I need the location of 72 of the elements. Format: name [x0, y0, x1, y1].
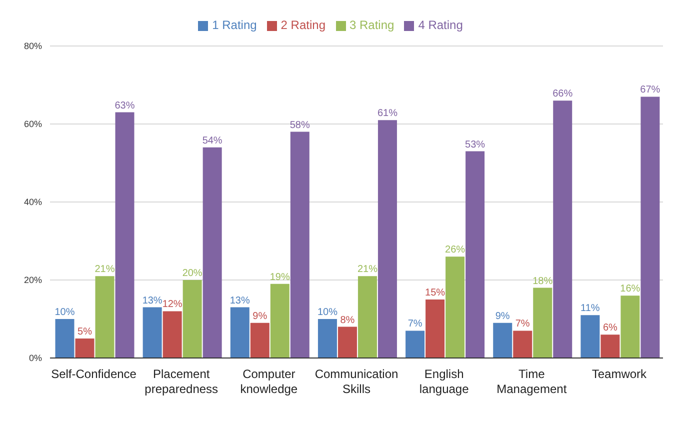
- y-tick-label: 80%: [24, 41, 42, 52]
- bar: [95, 276, 114, 358]
- bar: [290, 132, 310, 358]
- data-label: 13%: [142, 295, 162, 306]
- bar: [358, 276, 377, 358]
- bar: [378, 120, 397, 358]
- data-label: 20%: [182, 268, 202, 279]
- legend-label: 4 Rating: [418, 18, 463, 32]
- data-label: 8%: [340, 314, 355, 326]
- data-label: 10%: [317, 307, 338, 318]
- y-tick-label: 20%: [24, 275, 42, 286]
- x-tick-label: English language: [419, 367, 470, 396]
- bar: [162, 311, 182, 358]
- x-tick-label: Computer knowledge: [240, 367, 298, 396]
- y-tick-label: 40%: [24, 197, 42, 208]
- y-tick-label: 60%: [24, 119, 42, 130]
- data-label: 11%: [580, 303, 600, 314]
- data-label: 12%: [162, 299, 182, 310]
- bar: [250, 322, 270, 358]
- data-label: 61%: [377, 108, 398, 120]
- legend-label: 2 Rating: [280, 18, 326, 32]
- bar: [55, 319, 74, 358]
- bar: [533, 288, 552, 358]
- legend-label: 1 Rating: [212, 18, 257, 32]
- data-label: 66%: [552, 88, 573, 100]
- data-label: 18%: [532, 276, 553, 287]
- data-label: 13%: [230, 295, 250, 306]
- data-label: 53%: [465, 139, 486, 150]
- bar: [202, 147, 222, 358]
- data-label: 5%: [78, 326, 92, 338]
- x-tick-label: Communication Skills: [314, 367, 398, 396]
- bar: [75, 338, 94, 358]
- bar: [406, 330, 425, 358]
- bar: [338, 326, 357, 358]
- x-tick-label: Placement preparedness: [144, 367, 218, 396]
- x-tick-label: Time Management: [496, 367, 568, 396]
- bar: [513, 330, 532, 358]
- bar: [620, 296, 640, 358]
- data-label: 58%: [290, 120, 310, 131]
- bar: [466, 151, 485, 358]
- bar: [230, 307, 250, 358]
- legend-label: 3 Rating: [350, 18, 394, 32]
- data-label: 21%: [94, 264, 115, 276]
- data-label: 67%: [640, 84, 660, 96]
- bar: [182, 280, 202, 358]
- data-label: 10%: [54, 307, 75, 318]
- bar: [600, 334, 620, 358]
- bar: [426, 300, 445, 358]
- bar: [142, 307, 162, 358]
- x-tick-label: Self-Confidence: [51, 367, 137, 381]
- y-tick-label: 0%: [28, 353, 42, 364]
- data-label: 9%: [495, 310, 510, 322]
- data-label: 16%: [620, 284, 640, 295]
- data-label: 19%: [270, 272, 290, 283]
- bar: [318, 319, 337, 358]
- data-label: 26%: [445, 244, 466, 256]
- bar: [553, 100, 572, 358]
- data-label: 63%: [114, 100, 135, 112]
- data-label: 6%: [602, 322, 618, 334]
- x-tick-label: Teamwork: [592, 367, 648, 381]
- data-label: 9%: [252, 310, 268, 322]
- data-label: 7%: [515, 318, 530, 330]
- data-label: 15%: [425, 288, 446, 298]
- data-label: 21%: [357, 264, 378, 276]
- data-label: 7%: [408, 318, 422, 330]
- bar: [640, 96, 660, 358]
- bar: [115, 112, 134, 358]
- bar: [493, 322, 512, 358]
- data-label: 54%: [202, 135, 222, 146]
- bar: [446, 256, 465, 358]
- bar: [270, 284, 290, 358]
- bar: [580, 315, 600, 358]
